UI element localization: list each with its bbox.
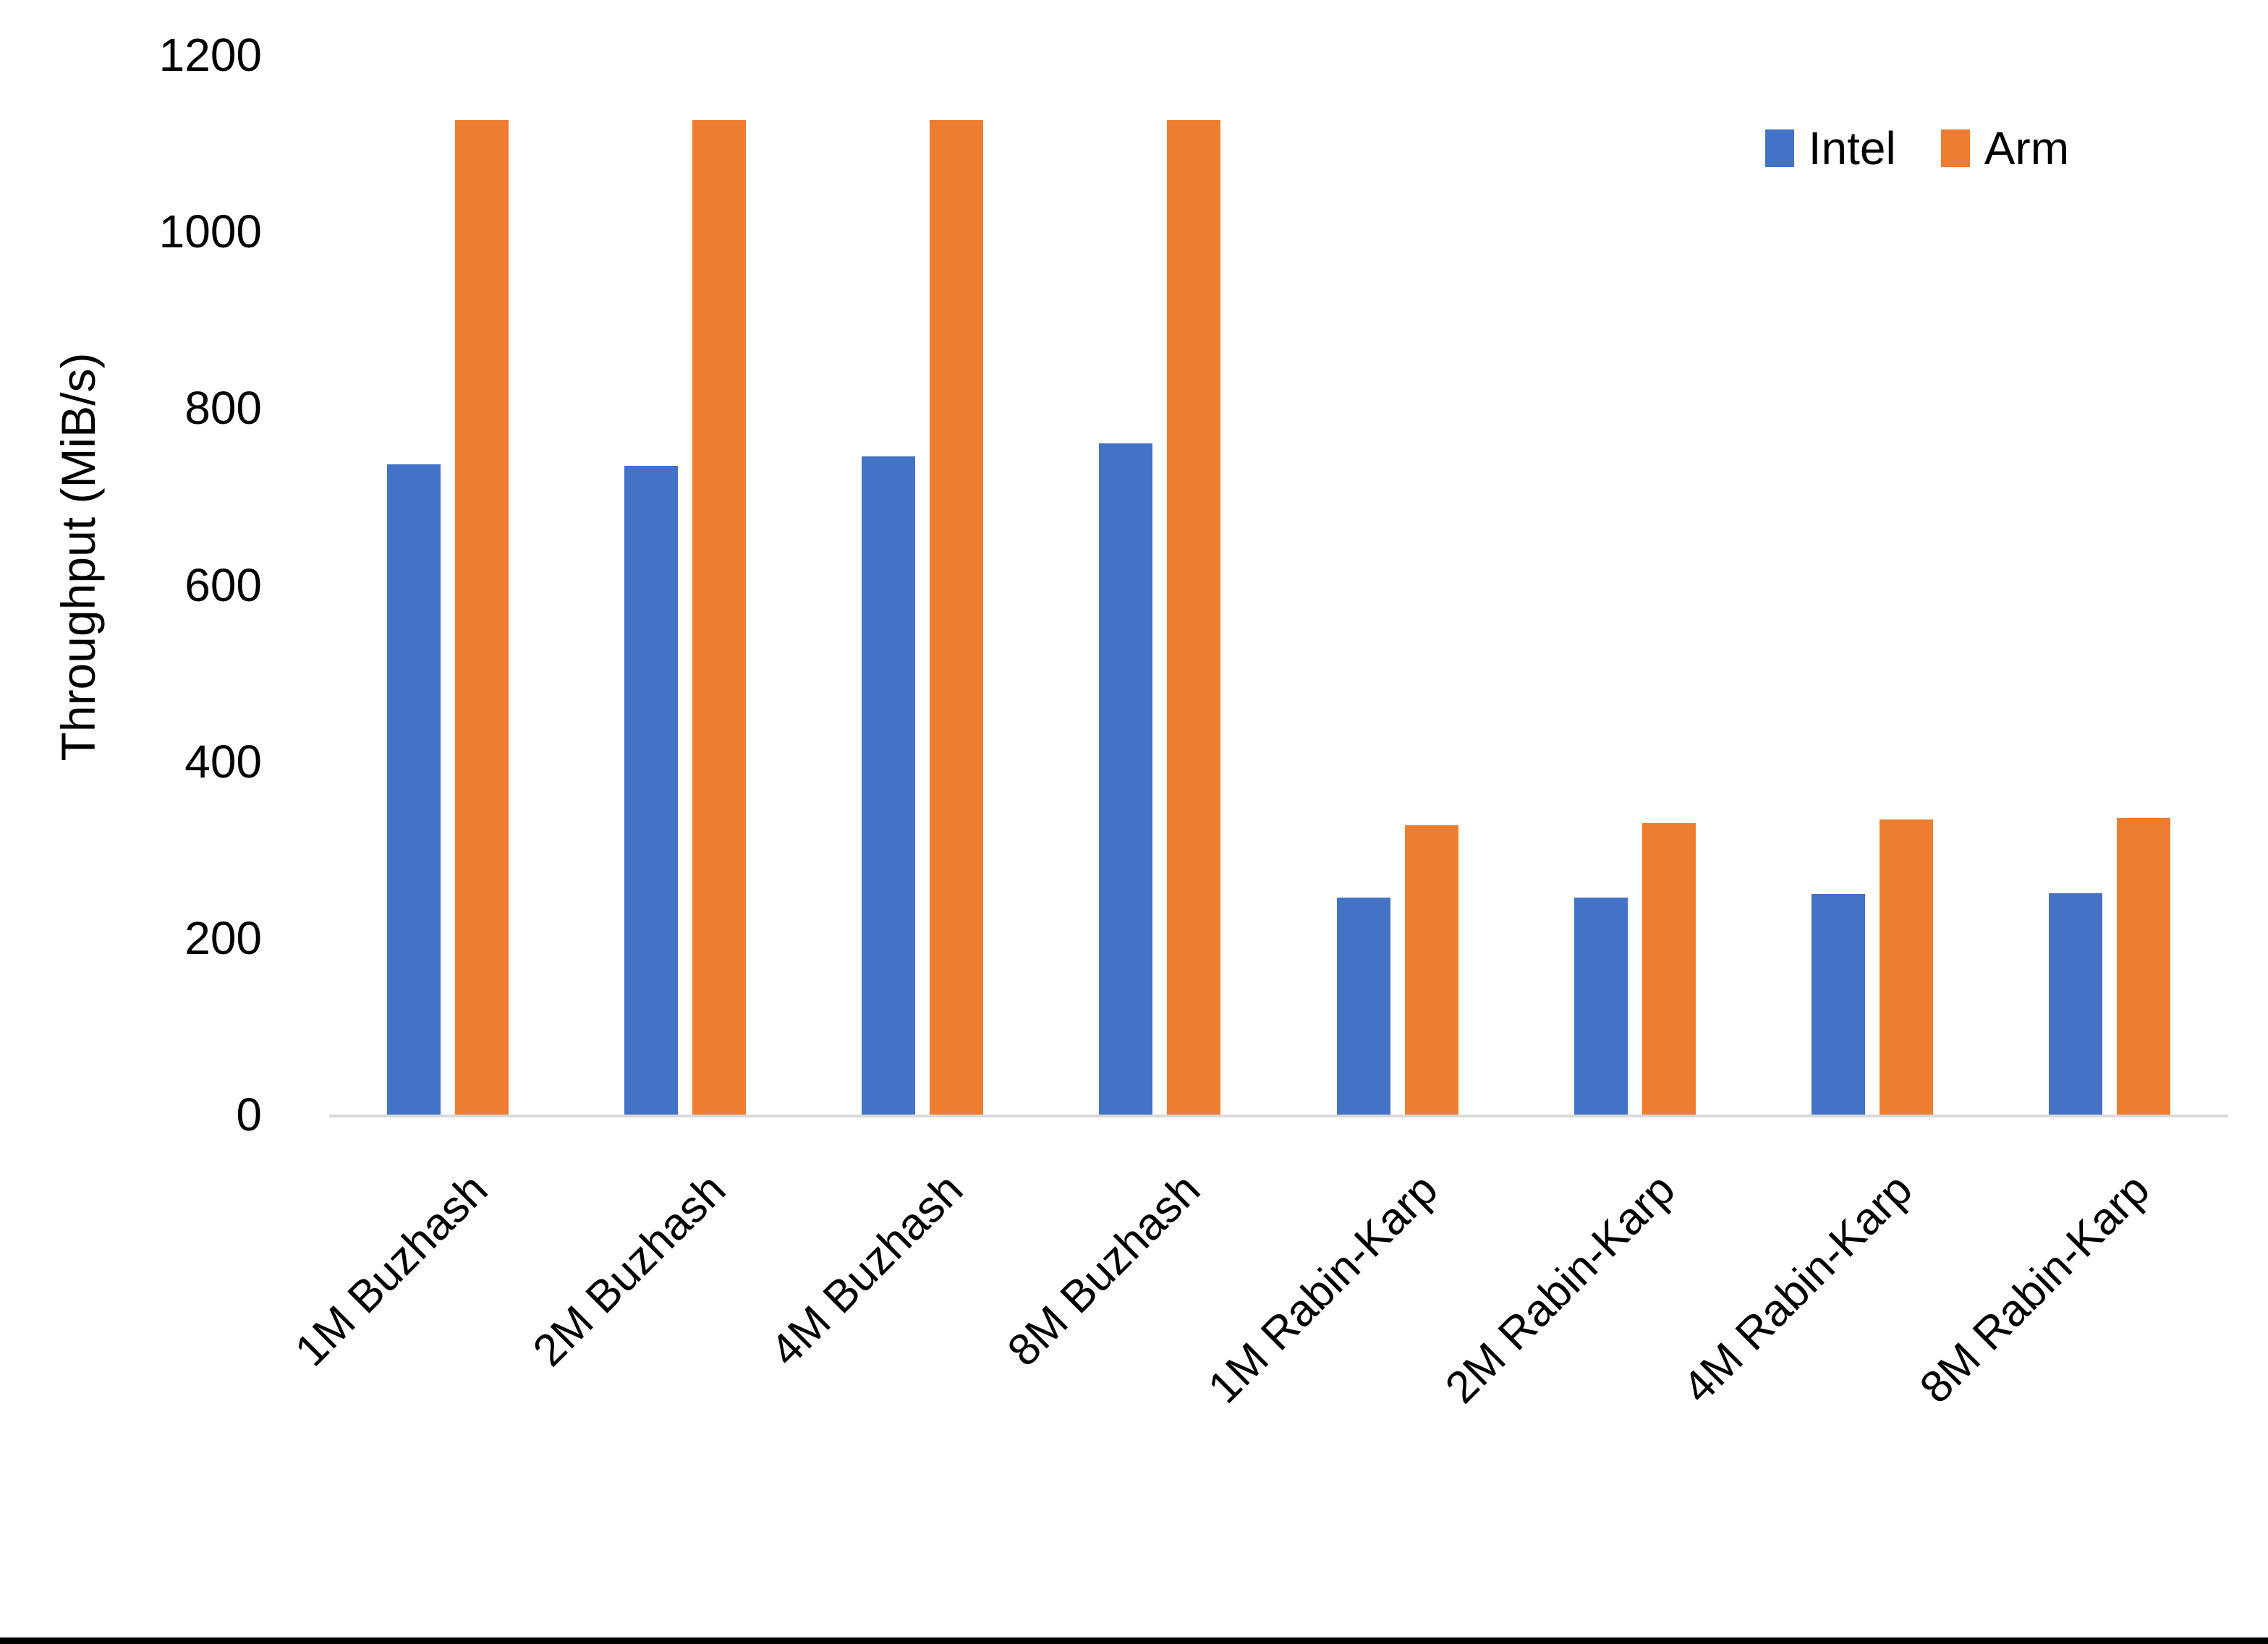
bar-arm-4	[1167, 120, 1221, 1115]
legend-swatch-intel	[1764, 129, 1794, 167]
y-tick-label-0: 0	[236, 1089, 262, 1141]
bar-intel-5	[1336, 898, 1390, 1115]
legend-swatch-arm	[1940, 129, 1970, 167]
plot-area	[329, 55, 2228, 1117]
bar-intel-4	[1099, 443, 1153, 1115]
bar-arm-5	[1404, 825, 1458, 1115]
x-category-label-5: 1M Rabin-Karp	[1198, 1164, 1448, 1413]
bar-intel-2	[624, 466, 679, 1115]
y-tick-label-600: 600	[184, 558, 262, 611]
x-axis-line	[329, 1115, 2228, 1117]
x-category-label-1: 1M Buzhash	[286, 1164, 498, 1376]
bar-arm-6	[1641, 823, 1696, 1115]
x-category-label-4: 8M Buzhash	[998, 1164, 1210, 1376]
bar-arm-7	[1879, 819, 1933, 1115]
bar-arm-3	[930, 120, 984, 1115]
bar-arm-8	[2116, 818, 2170, 1115]
x-category-label-3: 4M Buzhash	[760, 1164, 972, 1376]
bar-intel-3	[862, 456, 916, 1115]
legend: Intel Arm	[1764, 122, 2069, 175]
bar-intel-7	[1811, 894, 1865, 1115]
y-tick-label-400: 400	[184, 735, 262, 788]
y-tick-label-200: 200	[184, 911, 262, 964]
y-tick-label-1200: 1200	[158, 29, 262, 81]
bar-intel-1	[387, 464, 441, 1115]
bottom-border-line	[0, 1637, 2268, 1644]
bar-arm-2	[692, 120, 747, 1115]
legend-label-intel: Intel	[1808, 122, 1896, 174]
y-tick-label-1000: 1000	[158, 205, 262, 258]
legend-item-arm: Arm	[1940, 122, 2069, 175]
x-category-label-2: 2M Buzhash	[523, 1164, 735, 1376]
x-category-label-7: 4M Rabin-Karp	[1673, 1164, 1922, 1413]
legend-label-arm: Arm	[1984, 122, 2069, 174]
y-tick-label-800: 800	[184, 382, 262, 435]
bar-intel-6	[1573, 898, 1628, 1115]
legend-item-intel: Intel	[1764, 122, 1896, 175]
x-category-label-8: 8M Rabin-Karp	[1910, 1164, 2159, 1413]
bar-intel-8	[2048, 893, 2102, 1115]
bar-arm-1	[455, 120, 509, 1115]
x-category-label-6: 2M Rabin-Karp	[1435, 1164, 1685, 1413]
